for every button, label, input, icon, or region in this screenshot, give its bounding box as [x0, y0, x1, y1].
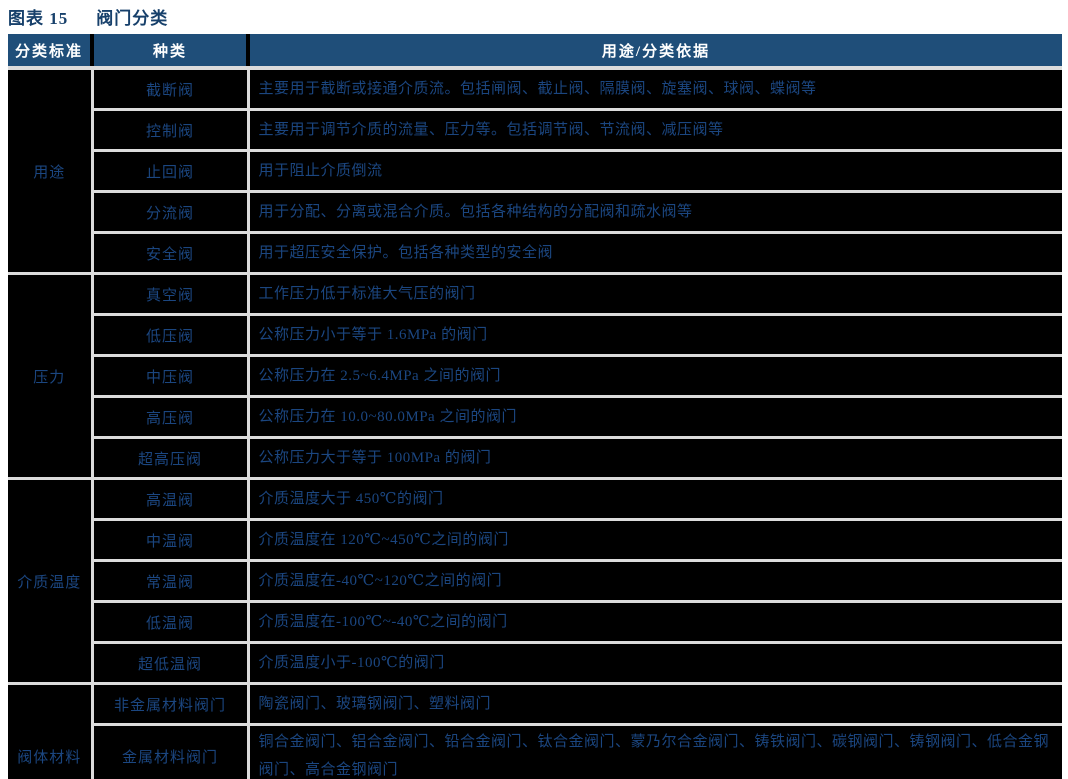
valve-description-cell: 介质温度大于 450℃的阀门: [246, 477, 1062, 521]
valve-description-cell: 用于分配、分离或混合介质。包括各种结构的分配阀和疏水阀等: [246, 190, 1062, 234]
table-body: 用途 截断阀 主要用于截断或接通介质流。包括闸阀、截止阀、隔膜阀、旋塞阀、球阀、蝶阀…: [8, 66, 1062, 779]
table-row: 控制阀 主要用于调节介质的流量、压力等。包括调节阀、节流阀、减压阀等: [8, 108, 1062, 152]
valve-type-cell: 低温阀: [92, 600, 250, 644]
table-row: 分流阀 用于分配、分离或混合介质。包括各种结构的分配阀和疏水阀等: [8, 190, 1062, 234]
valve-type-cell: 低压阀: [92, 313, 250, 357]
valve-description-cell: 公称压力在 2.5~6.4MPa 之间的阀门: [246, 354, 1062, 398]
table-row: 压力 真空阀 工作压力低于标准大气压的阀门: [8, 272, 1062, 480]
classification-standard-cell: 阀体材料: [8, 682, 94, 779]
figure-label: 图表 15: [8, 9, 69, 28]
valve-description-cell: 用于超压安全保护。包括各种类型的安全阀: [246, 231, 1062, 275]
valve-description-cell: 用于阻止介质倒流: [246, 149, 1062, 193]
valve-type-cell: 常温阀: [92, 559, 250, 603]
valve-type-cell: 止回阀: [92, 149, 250, 193]
valve-description-cell: 公称压力大于等于 100MPa 的阀门: [246, 436, 1062, 480]
table-row: 高压阀 公称压力在 10.0~80.0MPa 之间的阀门: [8, 395, 1062, 439]
valve-description-cell: 公称压力在 10.0~80.0MPa 之间的阀门: [246, 395, 1062, 439]
valve-description-cell: 铜合金阀门、铝合金阀门、铅合金阀门、钛合金阀门、蒙乃尔合金阀门、铸铁阀门、碳钢阀…: [246, 723, 1062, 779]
valve-type-cell: 超低温阀: [92, 641, 250, 685]
valve-description-cell: 介质温度在 120℃~450℃之间的阀门: [246, 518, 1062, 562]
classification-standard-cell: 介质温度: [8, 477, 94, 685]
valve-type-cell: 高温阀: [90, 477, 250, 521]
valve-type-cell: 安全阀: [92, 231, 250, 275]
table-row: 低温阀 介质温度在-100℃~-40℃之间的阀门: [8, 600, 1062, 644]
table-row: 中压阀 公称压力在 2.5~6.4MPa 之间的阀门: [8, 354, 1062, 398]
valve-type-cell: 中温阀: [92, 518, 250, 562]
column-header-standard: 分类标准: [8, 34, 94, 70]
table-row: 金属材料阀门 铜合金阀门、铝合金阀门、铅合金阀门、钛合金阀门、蒙乃尔合金阀门、铸铁…: [8, 723, 1062, 779]
table-row: 安全阀 用于超压安全保护。包括各种类型的安全阀: [8, 231, 1062, 275]
valve-description-cell: 主要用于调节介质的流量、压力等。包括调节阀、节流阀、减压阀等: [246, 108, 1062, 152]
table-row: 用途 截断阀 主要用于截断或接通介质流。包括闸阀、截止阀、隔膜阀、旋塞阀、球阀、蝶阀…: [8, 66, 1062, 275]
valve-description-cell: 介质温度在-100℃~-40℃之间的阀门: [246, 600, 1062, 644]
figure-name: 阀门分类: [96, 9, 169, 28]
table-row: 低压阀 公称压力小于等于 1.6MPa 的阀门: [8, 313, 1062, 357]
column-header-type: 种类: [92, 34, 250, 70]
valve-description-cell: 工作压力低于标准大气压的阀门: [246, 272, 1062, 316]
valve-type-cell: 非金属材料阀门: [90, 682, 250, 726]
valve-description-cell: 介质温度小于-100℃的阀门: [246, 641, 1062, 685]
valve-description-cell: 陶瓷阀门、玻璃钢阀门、塑料阀门: [246, 682, 1062, 726]
table-row: 阀体材料 非金属材料阀门 陶瓷阀门、玻璃钢阀门、塑料阀门: [8, 682, 1062, 779]
valve-type-cell: 金属材料阀门: [92, 723, 250, 779]
classification-standard-cell: 用途: [8, 66, 94, 275]
valve-type-cell: 控制阀: [92, 108, 250, 152]
table-row: 介质温度 高温阀 介质温度大于 450℃的阀门: [8, 477, 1062, 685]
valve-type-cell: 真空阀: [90, 272, 250, 316]
classification-standard-cell: 压力: [8, 272, 94, 480]
valve-type-cell: 截断阀: [90, 66, 250, 111]
valve-description-cell: 主要用于截断或接通介质流。包括闸阀、截止阀、隔膜阀、旋塞阀、球阀、蝶阀等: [246, 66, 1062, 111]
column-header-basis: 用途/分类依据: [248, 34, 1062, 70]
valve-type-cell: 超高压阀: [92, 436, 250, 480]
table-row: 超高压阀 公称压力大于等于 100MPa 的阀门: [8, 436, 1062, 480]
table-row: 止回阀 用于阻止介质倒流: [8, 149, 1062, 193]
figure-title: 图表 15 阀门分类: [8, 8, 1062, 34]
table-row: 超低温阀 介质温度小于-100℃的阀门: [8, 641, 1062, 685]
table-header-row: 分类标准 种类 用途/分类依据: [8, 34, 1062, 70]
valve-type-cell: 分流阀: [92, 190, 250, 234]
table-row: 常温阀 介质温度在-40℃~120℃之间的阀门: [8, 559, 1062, 603]
valve-type-cell: 高压阀: [92, 395, 250, 439]
valve-type-cell: 中压阀: [92, 354, 250, 398]
table-row: 中温阀 介质温度在 120℃~450℃之间的阀门: [8, 518, 1062, 562]
valve-description-cell: 公称压力小于等于 1.6MPa 的阀门: [246, 313, 1062, 357]
valve-classification-table: 分类标准 种类 用途/分类依据 用途 截断阀 主要用于截断或接通介质流。包括闸阀、截…: [8, 34, 1062, 779]
valve-description-cell: 介质温度在-40℃~120℃之间的阀门: [246, 559, 1062, 603]
